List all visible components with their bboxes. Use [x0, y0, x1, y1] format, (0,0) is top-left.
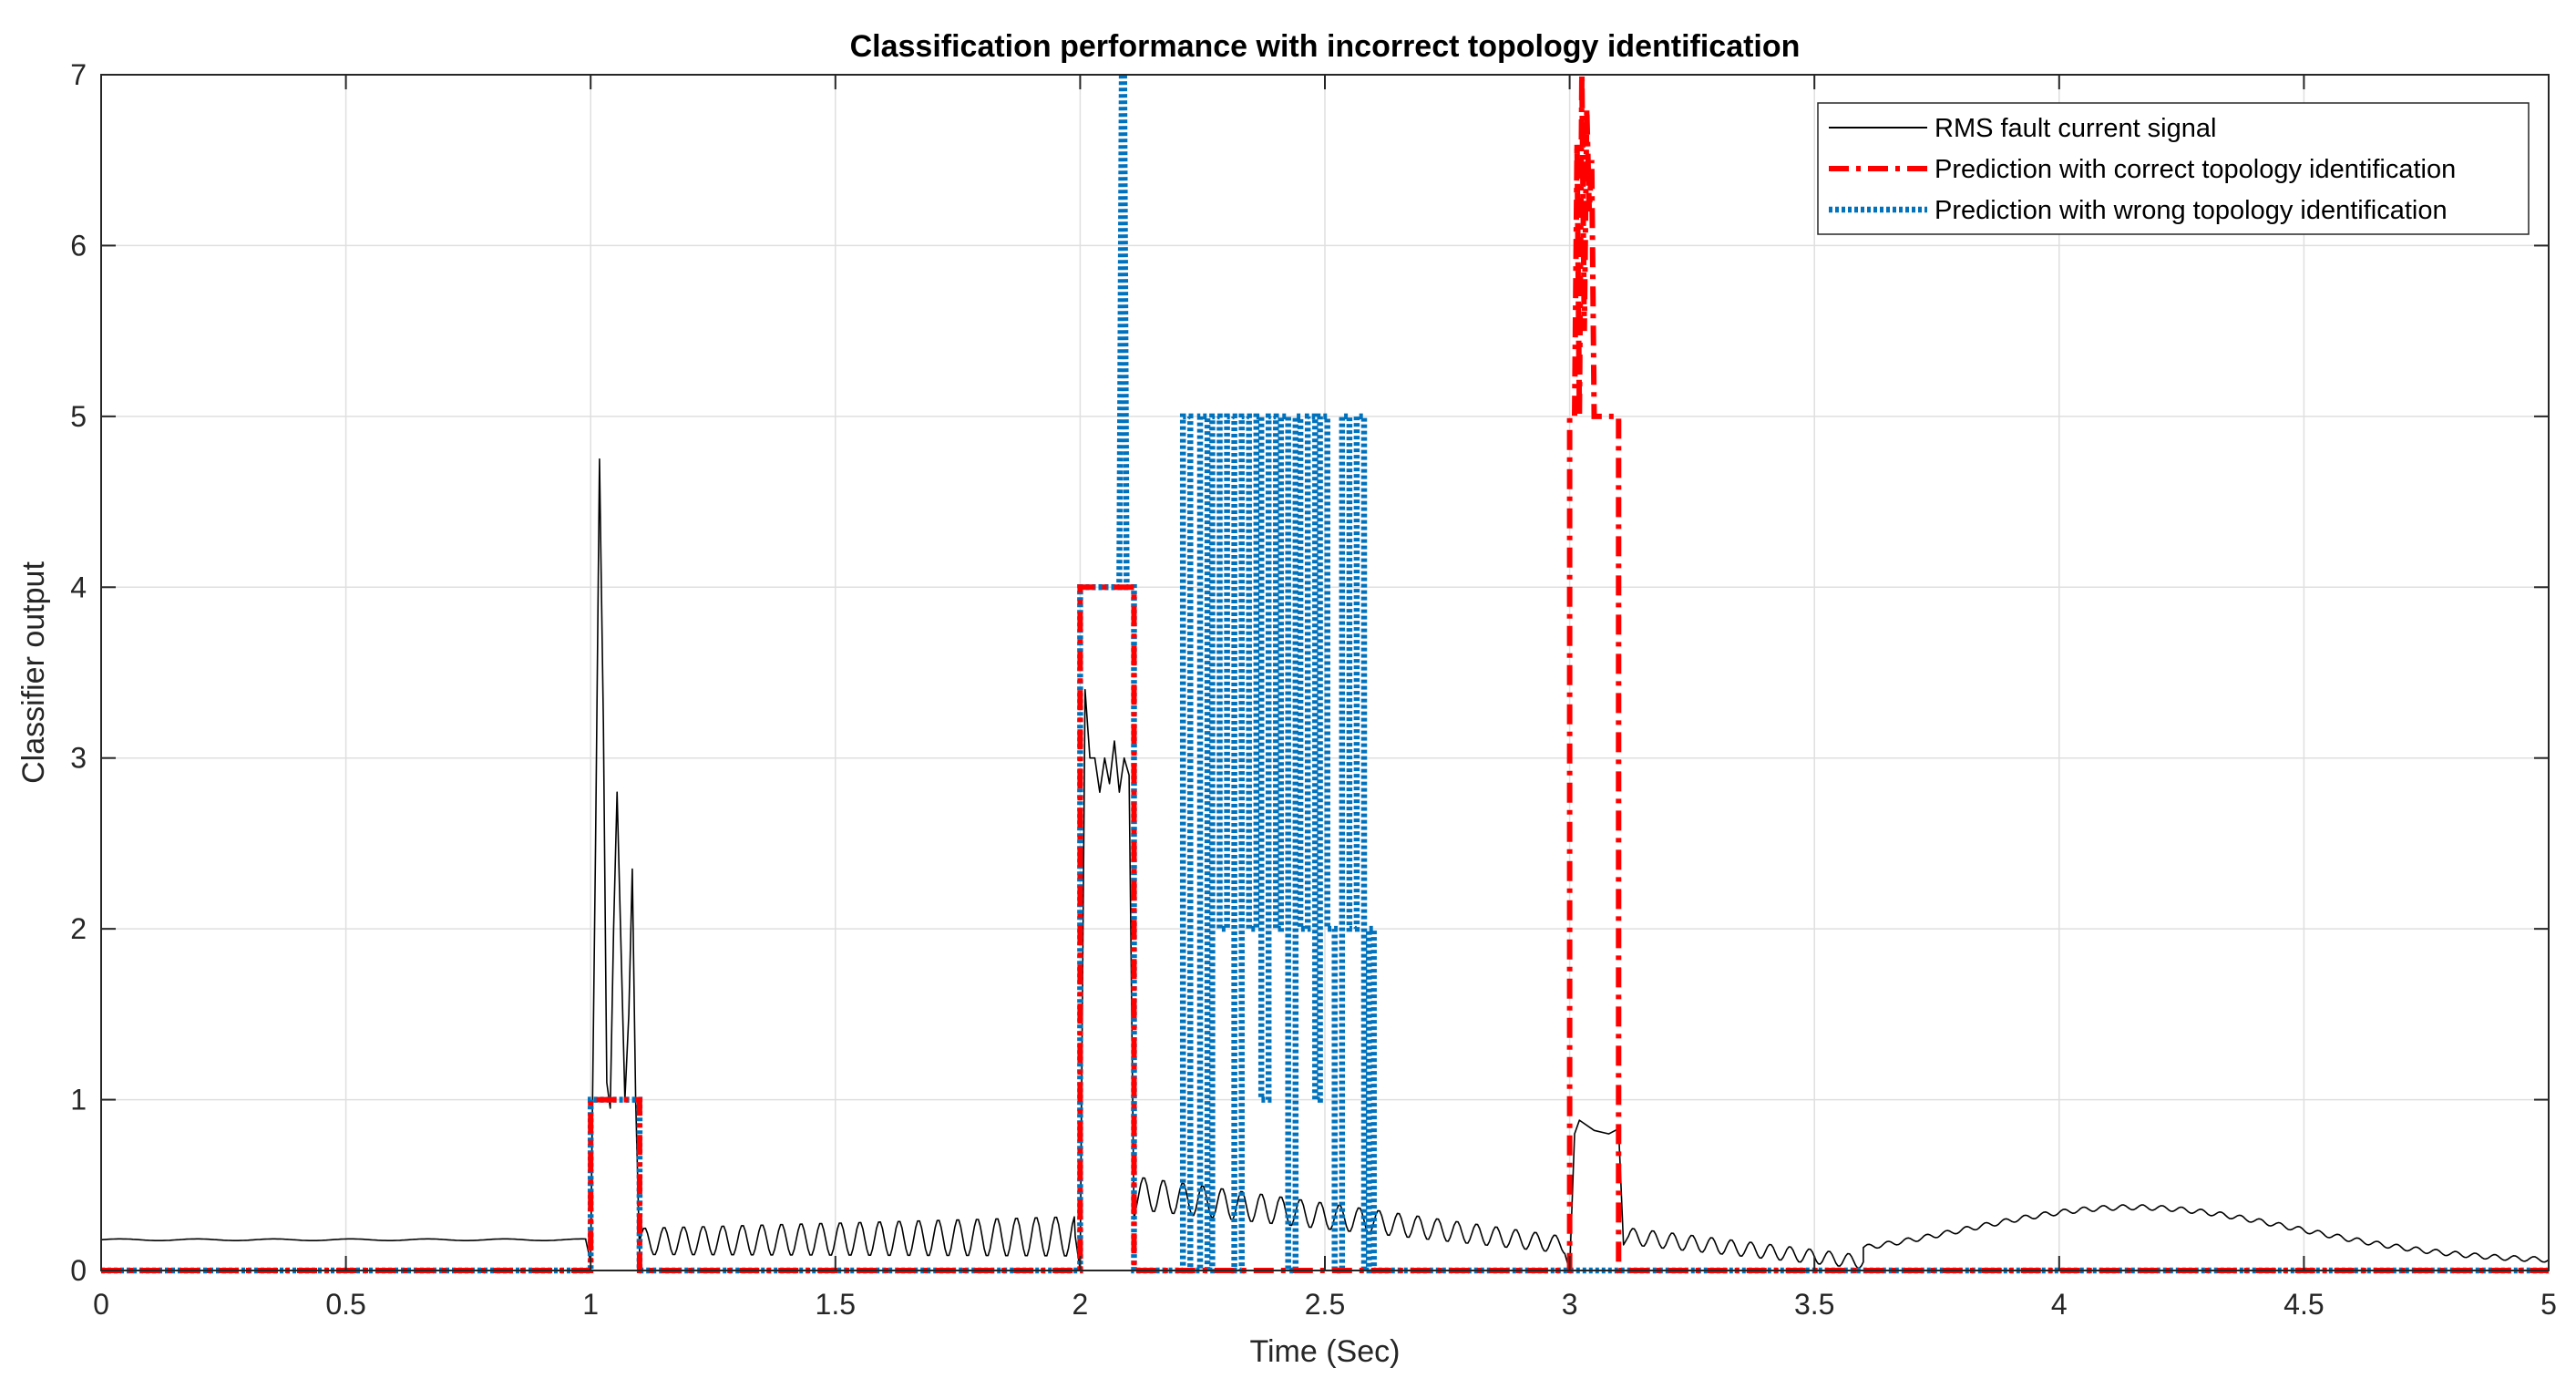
legend-label-correct: Prediction with correct topology identif…: [1935, 155, 2456, 184]
legend-label-wrong: Prediction with wrong topology identific…: [1935, 196, 2448, 225]
y-axis-label: Classifier output: [16, 561, 51, 784]
series-line-rms: [100, 458, 2550, 1271]
x-axis-label: Time (Sec): [1250, 1334, 1401, 1369]
x-tick-label: 2.5: [1305, 1288, 1345, 1321]
axis-ticks: 0 0.5 1 1.5 2 2.5 3 3.5 4 4.5 5 0 1 2 3 4 5 6 7: [70, 58, 2557, 1321]
y-tick-label: 5: [70, 400, 87, 433]
y-tick-label: 7: [70, 58, 87, 91]
y-tick-label: 2: [70, 912, 87, 945]
series-line-correct-topology: [101, 74, 2549, 1273]
y-tick-label: 6: [70, 229, 87, 262]
x-tick-label: 0: [93, 1288, 109, 1321]
x-tick-label: 2: [1072, 1288, 1089, 1321]
y-tick-label: 0: [70, 1254, 87, 1287]
x-tick-label: 1: [582, 1288, 599, 1321]
y-tick-label: 4: [70, 571, 87, 603]
x-tick-label: 3.5: [1794, 1288, 1834, 1321]
x-tick-label: 5: [2540, 1288, 2557, 1321]
chart-title: Classification performance with incorrec…: [850, 29, 1801, 64]
legend-box: [1817, 102, 2530, 235]
x-tick-label: 3: [1562, 1288, 1578, 1321]
plot-series: [100, 71, 2550, 1274]
x-tick-label: 4: [2051, 1288, 2068, 1321]
y-tick-label: 3: [70, 742, 87, 775]
x-tick-label: 0.5: [325, 1288, 365, 1321]
x-tick-label: 1.5: [816, 1288, 856, 1321]
x-tick-label: 4.5: [2284, 1288, 2324, 1321]
y-tick-label: 1: [70, 1084, 87, 1116]
legend-label-rms: RMS fault current signal: [1935, 114, 2216, 143]
grid: [100, 74, 2550, 1271]
legend: RMS fault current signal Prediction with…: [1817, 102, 2530, 235]
